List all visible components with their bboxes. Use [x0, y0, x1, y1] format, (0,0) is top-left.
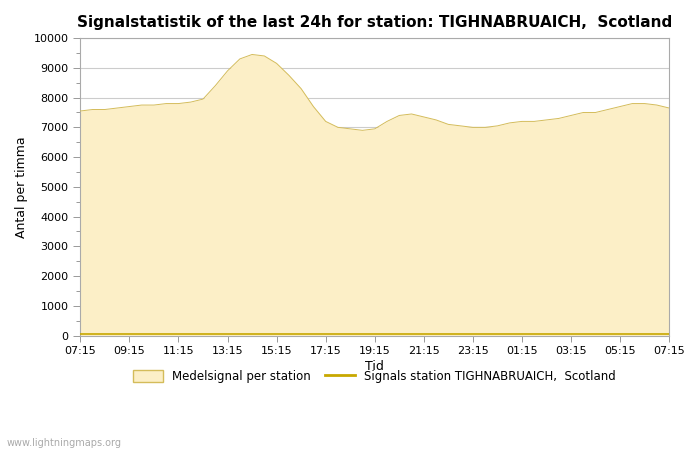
Legend: Medelsignal per station, Signals station TIGHNABRUAICH,  Scotland: Medelsignal per station, Signals station… — [127, 364, 622, 389]
Text: www.lightningmaps.org: www.lightningmaps.org — [7, 438, 122, 448]
Title: Signalstatistik of the last 24h for station: TIGHNABRUAICH,  Scotland: Signalstatistik of the last 24h for stat… — [77, 15, 673, 30]
X-axis label: Tid: Tid — [365, 360, 384, 373]
Y-axis label: Antal per timma: Antal per timma — [15, 136, 28, 238]
